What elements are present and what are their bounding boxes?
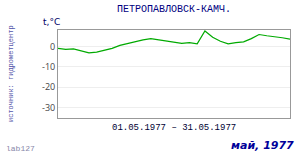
svg-text:май, 1977: май, 1977: [231, 139, 294, 152]
svg-text:t,°C: t,°C: [43, 17, 60, 27]
svg-text:ПЕТРОПАВЛОВСК-КАМЧ.: ПЕТРОПАВЛОВСК-КАМЧ.: [117, 4, 231, 15]
svg-text:-20: -20: [42, 80, 55, 93]
svg-text:источник: гидрометцентр: источник: гидрометцентр: [7, 25, 15, 122]
svg-text:-30: -30: [42, 101, 55, 114]
svg-text:01.05.1977 – 31.05.1977: 01.05.1977 – 31.05.1977: [112, 123, 236, 133]
svg-text:lab127: lab127: [6, 144, 35, 153]
svg-text:-10: -10: [42, 60, 55, 73]
svg-text:0: 0: [50, 40, 55, 53]
